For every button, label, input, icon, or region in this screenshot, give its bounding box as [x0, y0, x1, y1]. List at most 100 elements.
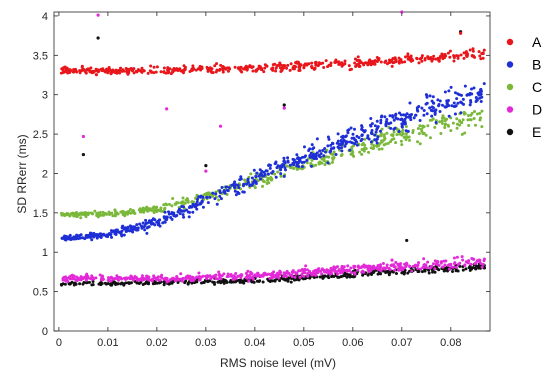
data-point — [217, 270, 221, 274]
data-point — [91, 280, 95, 284]
data-point — [210, 275, 214, 279]
data-point — [369, 268, 373, 272]
data-point — [191, 202, 195, 206]
data-point — [406, 129, 410, 133]
data-point — [332, 265, 336, 269]
data-point — [369, 272, 373, 276]
x-tick-label: 0.01 — [97, 337, 118, 349]
data-point — [303, 155, 307, 159]
data-point — [338, 143, 342, 147]
y-tick-label: 2 — [42, 168, 48, 180]
data-point — [118, 71, 122, 75]
data-point — [381, 261, 385, 265]
data-point — [452, 56, 456, 60]
data-point — [195, 200, 199, 204]
data-point — [473, 262, 477, 266]
data-point — [365, 265, 369, 269]
data-point — [474, 264, 478, 268]
data-point — [233, 277, 237, 281]
data-point — [150, 219, 154, 222]
data-point — [120, 277, 124, 281]
data-point — [72, 237, 76, 241]
data-point — [171, 197, 175, 201]
data-point — [459, 121, 463, 125]
data-point — [380, 147, 384, 151]
data-point — [404, 263, 408, 267]
data-point — [436, 98, 440, 102]
data-point — [218, 189, 222, 193]
data-point — [394, 112, 398, 116]
data-point — [324, 59, 328, 63]
data-point — [121, 211, 125, 215]
data-point — [219, 281, 223, 285]
data-point — [89, 69, 93, 73]
data-point — [182, 68, 186, 72]
data-point — [285, 271, 289, 275]
data-point — [171, 69, 175, 73]
data-point — [402, 272, 406, 276]
data-point — [479, 57, 483, 61]
data-point — [314, 152, 318, 156]
data-point — [138, 222, 142, 226]
y-tick-label: 3 — [42, 90, 48, 102]
legend-marker — [506, 83, 514, 91]
data-point — [197, 278, 201, 282]
legend-item-e: E — [506, 124, 541, 140]
data-point — [372, 144, 376, 148]
data-point — [472, 86, 476, 90]
data-point — [400, 143, 404, 147]
data-point — [318, 155, 322, 159]
data-point — [479, 261, 483, 265]
data-point — [228, 280, 232, 284]
data-point — [69, 237, 73, 241]
data-point — [455, 126, 459, 130]
data-point — [480, 109, 484, 113]
data-point — [205, 277, 209, 281]
data-point — [272, 270, 276, 274]
data-point — [456, 56, 460, 60]
data-point — [98, 235, 102, 239]
data-point — [297, 269, 301, 273]
data-point — [294, 271, 298, 275]
data-point — [251, 69, 255, 73]
data-point — [289, 280, 293, 284]
data-point — [81, 236, 85, 240]
data-point — [303, 271, 307, 275]
data-point — [461, 268, 465, 272]
data-point — [226, 189, 230, 193]
y-tick-label: 1.5 — [33, 208, 48, 220]
data-point — [256, 271, 260, 275]
data-point — [340, 146, 344, 150]
data-point — [363, 143, 367, 147]
data-point — [379, 263, 383, 267]
data-point — [474, 123, 477, 127]
data-point — [323, 163, 327, 167]
data-point — [321, 148, 325, 152]
data-point — [74, 282, 78, 286]
data-point — [92, 70, 96, 74]
data-point — [397, 56, 401, 60]
data-point — [135, 281, 139, 285]
data-point — [135, 223, 139, 227]
data-point — [98, 281, 102, 285]
data-point — [134, 69, 138, 73]
data-point — [146, 225, 150, 229]
data-point — [326, 65, 330, 69]
data-point — [162, 283, 166, 287]
data-point — [416, 127, 420, 131]
data-point — [385, 62, 389, 66]
data-point — [238, 274, 242, 278]
data-point — [462, 56, 466, 60]
data-point — [396, 117, 400, 121]
data-point — [356, 63, 360, 67]
data-point — [65, 277, 69, 281]
data-point — [389, 263, 393, 267]
data-point — [331, 158, 335, 162]
data-point — [384, 120, 388, 124]
data-point — [455, 97, 459, 101]
data-point — [250, 280, 254, 284]
data-point — [397, 130, 401, 134]
data-point — [254, 175, 258, 179]
data-point — [327, 155, 331, 159]
data-point — [251, 182, 255, 186]
